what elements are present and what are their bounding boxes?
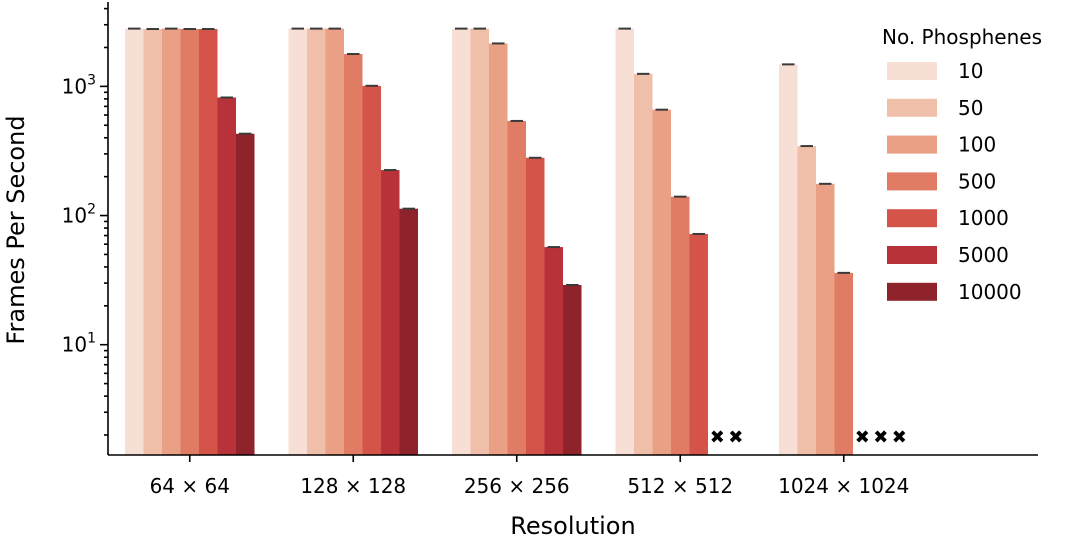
x-tick-label: 128 × 128 (300, 474, 406, 498)
y-axis-title: Frames Per Second (2, 115, 30, 344)
legend-item: 5000 (887, 243, 1009, 267)
legend-items: 10 50 100 500 1000 5000 10000 (887, 59, 1022, 304)
missing-markers-layer: ✖ ✖ ✖ ✖ ✖ (710, 427, 907, 448)
legend-item: 1000 (887, 206, 1009, 230)
bar (307, 28, 326, 455)
missing-marker: ✖ (892, 427, 907, 448)
legend-item: 100 (887, 133, 996, 157)
y-ticks: 101 102 103 (62, 7, 108, 436)
legend-label: 5000 (958, 243, 1009, 267)
bar (344, 54, 363, 455)
missing-marker: ✖ (710, 427, 725, 448)
bar (652, 109, 671, 456)
legend-label: 1000 (958, 206, 1009, 230)
bar (143, 29, 162, 456)
bar (236, 133, 255, 455)
bar (816, 183, 835, 455)
bar (544, 247, 563, 455)
bar (362, 85, 381, 455)
legend-title: No. Phosphenes (882, 25, 1042, 49)
missing-marker: ✖ (855, 427, 870, 448)
bar (325, 28, 344, 455)
legend-label: 10 (958, 59, 983, 83)
x-tick-label: 512 × 512 (627, 474, 733, 498)
bar (125, 28, 144, 455)
bar (563, 284, 582, 455)
bar (634, 73, 653, 456)
y-tick-label: 101 (62, 331, 96, 357)
legend-item: 50 (887, 96, 983, 120)
bar (381, 170, 400, 455)
bar (217, 97, 236, 456)
bar (689, 233, 708, 455)
legend-swatch (887, 172, 937, 191)
legend-item: 10 (887, 59, 983, 83)
bar (834, 272, 853, 455)
x-tick-label: 64 × 64 (150, 474, 230, 498)
bar (199, 29, 218, 456)
bar (526, 157, 545, 455)
x-tick-label: 256 × 256 (464, 474, 570, 498)
legend-swatch (887, 62, 937, 80)
bar (489, 43, 508, 455)
legend-swatch (887, 135, 937, 154)
bar (399, 208, 418, 455)
legend-swatch (887, 209, 937, 228)
legend: No. Phosphenes 10 50 100 500 1000 5000 10000 (882, 25, 1042, 304)
legend-swatch (887, 246, 937, 264)
x-ticks: 64 × 64 128 × 128 256 × 256 512 × 512 1024 ×… (150, 455, 909, 498)
error-bars-layer (128, 27, 850, 286)
y-tick-label: 103 (62, 72, 96, 98)
bar (180, 29, 199, 456)
bar (615, 28, 634, 455)
legend-label: 500 (958, 169, 996, 193)
legend-swatch (887, 98, 937, 117)
bar (797, 146, 816, 456)
bar (507, 120, 526, 455)
bars-layer (125, 28, 853, 456)
bar (452, 28, 471, 455)
legend-item: 500 (887, 169, 996, 193)
legend-label: 100 (958, 133, 996, 157)
y-tick-label: 102 (62, 202, 96, 228)
bar (671, 196, 690, 455)
x-tick-label: 1024 × 1024 (778, 474, 909, 498)
legend-swatch (887, 282, 937, 301)
legend-label: 10000 (958, 280, 1022, 304)
legend-label: 50 (958, 96, 983, 120)
x-axis-title: Resolution (510, 512, 635, 540)
missing-marker: ✖ (873, 427, 888, 448)
bar (162, 28, 181, 455)
bar (779, 64, 798, 456)
bar (288, 28, 307, 455)
bar (470, 28, 489, 455)
missing-marker: ✖ (728, 427, 743, 448)
legend-item: 10000 (887, 280, 1022, 304)
